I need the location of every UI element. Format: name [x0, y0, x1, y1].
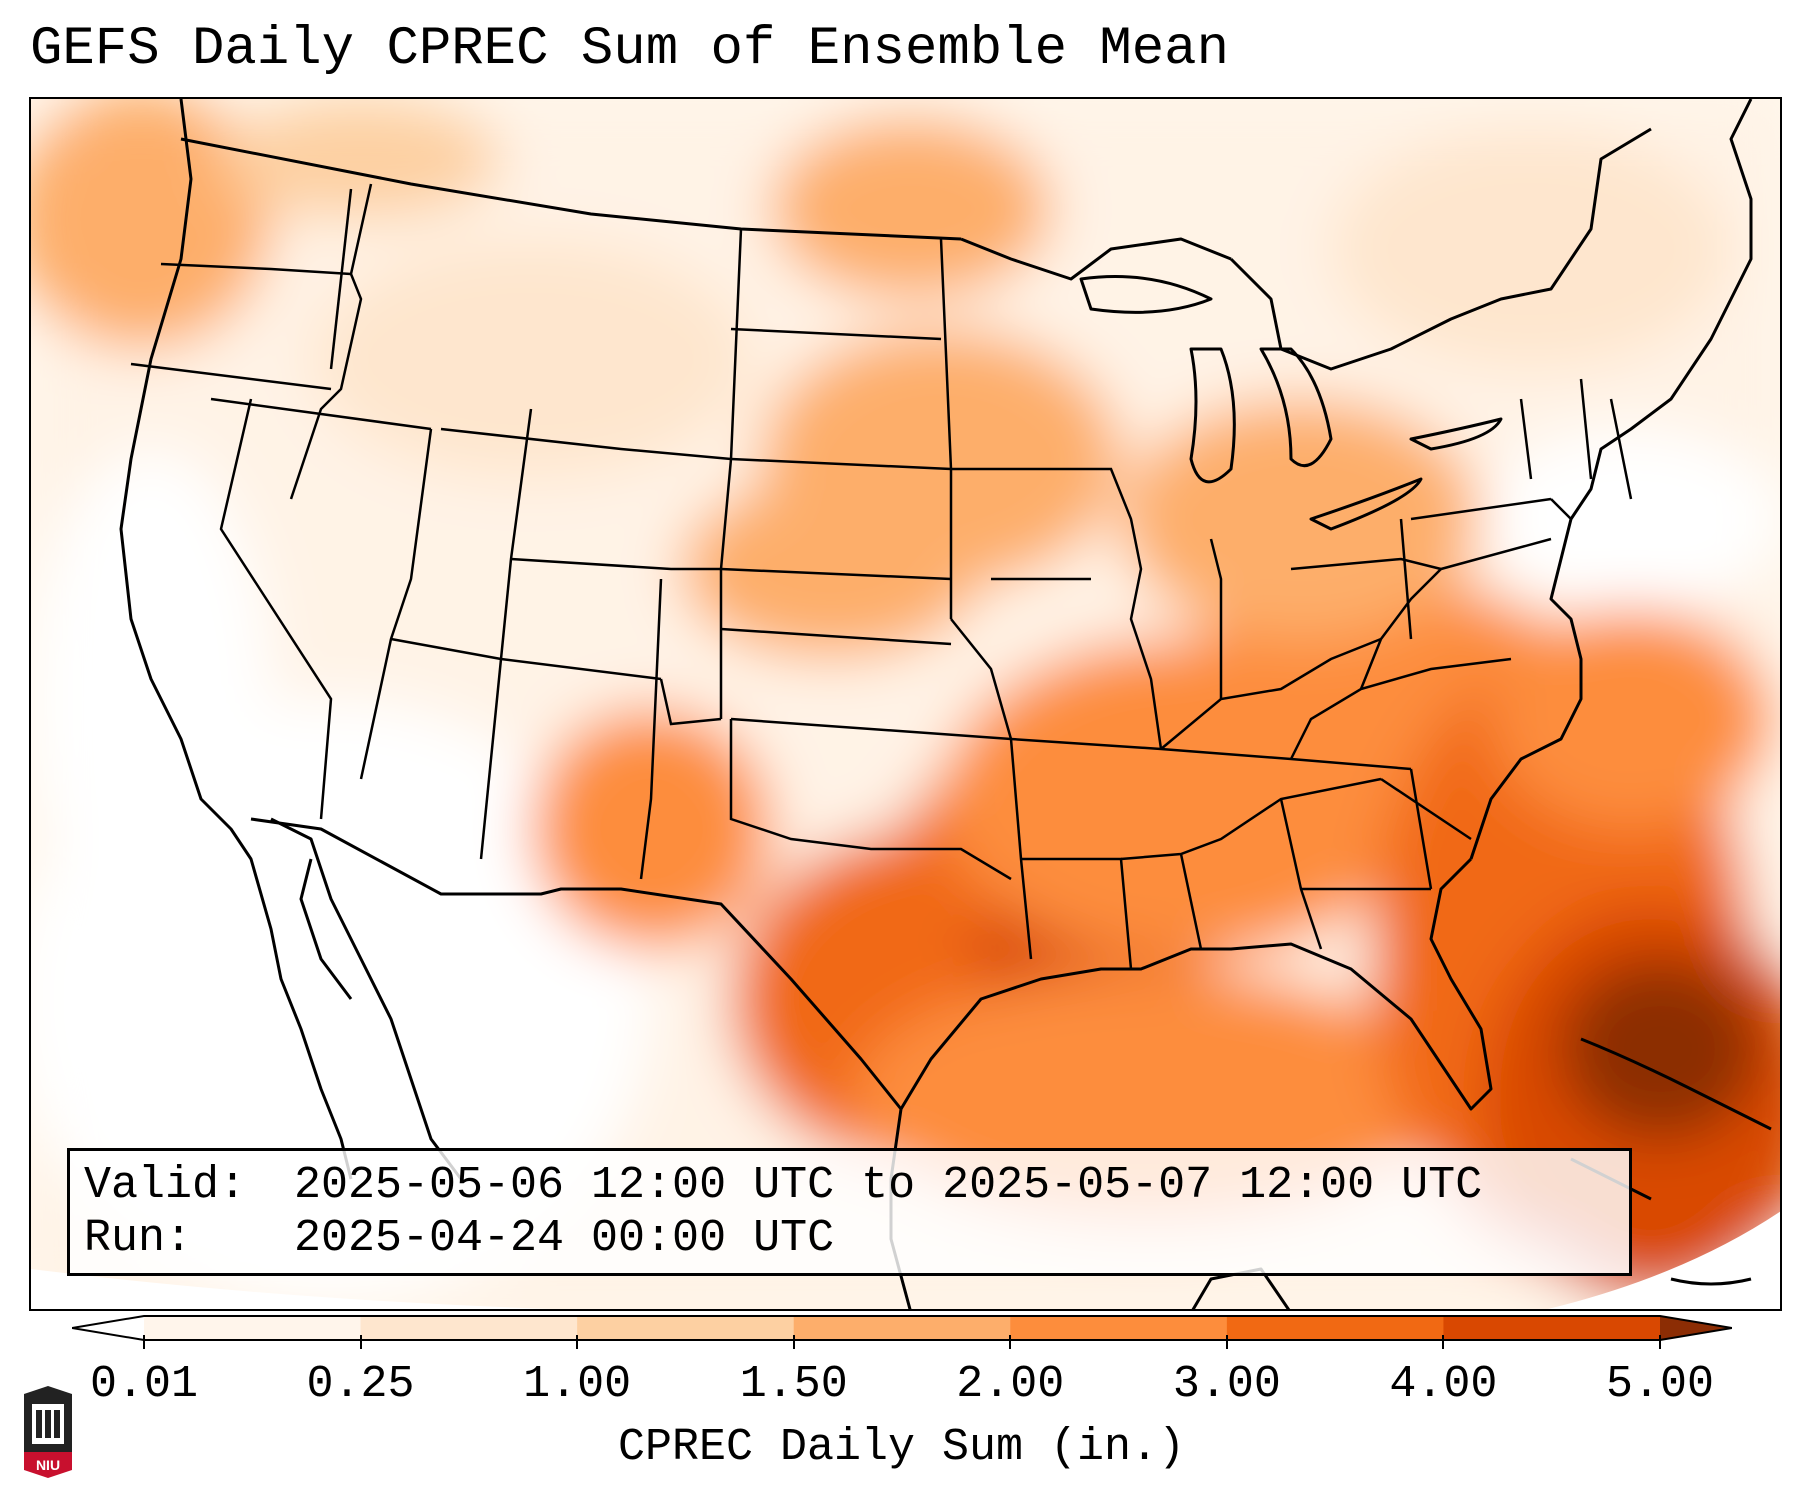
niu-logo: NIU — [24, 1386, 72, 1478]
colorbar-tick-label: 3.00 — [1172, 1359, 1281, 1410]
colorbar-tick — [1442, 1335, 1445, 1349]
colorbar-segment — [1010, 1316, 1228, 1340]
colorbar-segment — [577, 1316, 795, 1340]
valid-label: Valid: — [84, 1160, 247, 1211]
colorbar-tick — [143, 1335, 145, 1349]
map-title: GEFS Daily CPREC Sum of Ensemble Mean — [30, 19, 1229, 80]
colorbar-tick — [1659, 1335, 1661, 1349]
colorbar-tick-label: 5.00 — [1605, 1359, 1715, 1410]
colorbar-over-extension — [1660, 1316, 1732, 1340]
colorbar-tick-label: 1.00 — [523, 1359, 632, 1410]
run-value: 2025-04-24 00:00 UTC — [294, 1213, 835, 1264]
colorbar-under-extension — [72, 1316, 144, 1340]
colorbar-segment — [360, 1316, 578, 1340]
valid-run-infobox: Valid: 2025-05-06 12:00 UTC to 2025-05-07… — [67, 1148, 1632, 1276]
colorbar-tick-label: 0.01 — [89, 1359, 199, 1410]
colorbar-segment — [144, 1316, 362, 1340]
colorbar-tick — [359, 1335, 362, 1349]
colorbar-tick-label: 0.25 — [306, 1359, 415, 1410]
precipitation-map — [29, 97, 1782, 1311]
colorbar-tick — [1225, 1335, 1228, 1349]
colorbar-tick — [1009, 1335, 1012, 1349]
precip-field — [31, 99, 1780, 1309]
colorbar-tick-label: 1.50 — [739, 1359, 848, 1410]
svg-text:NIU: NIU — [36, 1457, 60, 1473]
valid-value: 2025-05-06 12:00 UTC to 2025-05-07 12:00… — [294, 1160, 1483, 1211]
colorbar-title: CPREC Daily Sum (in.) — [617, 1422, 1186, 1473]
colorbar-segment — [793, 1316, 1011, 1340]
colorbar-tick — [576, 1335, 579, 1349]
run-label: Run: — [84, 1213, 193, 1264]
colorbar — [72, 1315, 1732, 1341]
colorbar-tick-label: 2.00 — [956, 1359, 1065, 1410]
colorbar-tick — [792, 1335, 795, 1349]
colorbar-tick-label: 4.00 — [1389, 1359, 1498, 1410]
colorbar-segment — [1443, 1316, 1661, 1340]
map-canvas — [31, 99, 1780, 1309]
colorbar-segment — [1226, 1316, 1444, 1340]
state-borders — [130, 183, 1633, 970]
